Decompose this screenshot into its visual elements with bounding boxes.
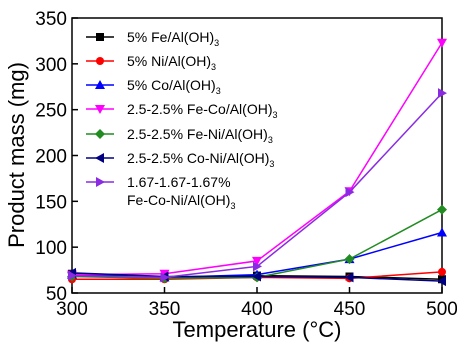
legend-subscript: 3: [216, 86, 221, 96]
legend-item: 5% Fe/Al(OH)3: [86, 29, 219, 48]
legend-label: 5% Fe/Al(OH)3: [127, 29, 219, 48]
legend-label: 2.5-2.5% Fe-Co/Al(OH)3: [127, 101, 278, 120]
legend-subscript: 3: [230, 201, 235, 211]
legend-marker: [95, 80, 105, 89]
data-point: [344, 254, 355, 265]
y-axis-title: Product mass (mg): [4, 62, 29, 248]
legend-item: 2.5-2.5% Co-Ni/Al(OH)3: [86, 150, 274, 169]
data-point: [253, 261, 262, 272]
x-tick-label: 400: [241, 299, 273, 320]
y-tick-label: 50: [46, 284, 67, 305]
legend-item: 5% Ni/Al(OH)3: [86, 53, 216, 72]
legend-label: 2.5-2.5% Fe-Ni/Al(OH)3: [127, 126, 273, 145]
data-point: [68, 270, 77, 281]
legend-label: 2.5-2.5% Co-Ni/Al(OH)3: [127, 150, 274, 169]
data-point: [345, 187, 355, 198]
x-tick-label: 500: [426, 299, 457, 320]
legend-item: 2.5-2.5% Fe-Co/Al(OH)3: [86, 101, 278, 120]
y-tick-label: 350: [35, 9, 67, 30]
legend-label: 5% Ni/Al(OH)3: [127, 53, 216, 72]
series-7: [68, 88, 447, 283]
legend-label: Fe-Co-Ni/Al(OH)3: [127, 192, 235, 211]
data-point: [437, 204, 447, 215]
legend-label: 5% Co/Al(OH)3: [127, 77, 221, 96]
legend-label: 1.67-1.67-1.67%: [127, 174, 231, 190]
y-tick-label: 300: [35, 55, 67, 76]
data-point: [344, 272, 354, 283]
data-point: [438, 88, 447, 99]
legend-marker: [96, 33, 104, 41]
x-axis-title: Temperature (°C): [173, 317, 342, 342]
x-tick-label: 300: [56, 299, 88, 320]
series-layer: [67, 38, 447, 287]
legend-marker: [95, 129, 105, 139]
legend-marker: [95, 105, 105, 114]
y-tick-label: 250: [35, 101, 67, 122]
y-tick-label: 150: [35, 192, 67, 213]
data-point: [160, 272, 170, 283]
data-point: [437, 227, 447, 237]
data-point: [252, 271, 261, 282]
legend-marker: [96, 57, 104, 65]
y-tick-label: 100: [35, 238, 67, 259]
data-point: [437, 276, 446, 287]
y-tick-label: 200: [35, 147, 67, 168]
legend-subscript: 3: [268, 135, 273, 145]
legend-item: 1.67-1.67-1.67% Fe-Co-Ni/Al(OH)3: [86, 174, 235, 211]
legend-item: 5% Co/Al(OH)3: [86, 77, 221, 96]
legend-item: 2.5-2.5% Fe-Ni/Al(OH)3: [86, 126, 273, 145]
data-point: [252, 256, 262, 266]
legend-marker: [95, 153, 104, 163]
x-tick-label: 450: [334, 299, 366, 320]
legend: 5% Fe/Al(OH)3 5% Ni/Al(OH)3 5% Co/Al(OH)3 2…: [86, 29, 278, 211]
legend-subscript: 3: [214, 38, 219, 48]
legend-marker: [96, 177, 105, 187]
data-point: [438, 267, 446, 276]
data-point: [437, 38, 447, 48]
axis-ticks: 300 350 400 450 500 50 100 150 200 250 300 350: [35, 9, 457, 320]
legend-subscript: 3: [269, 159, 274, 169]
x-tick-label: 350: [149, 299, 181, 320]
legend-subscript: 3: [272, 110, 277, 120]
legend-subscript: 3: [211, 62, 216, 72]
